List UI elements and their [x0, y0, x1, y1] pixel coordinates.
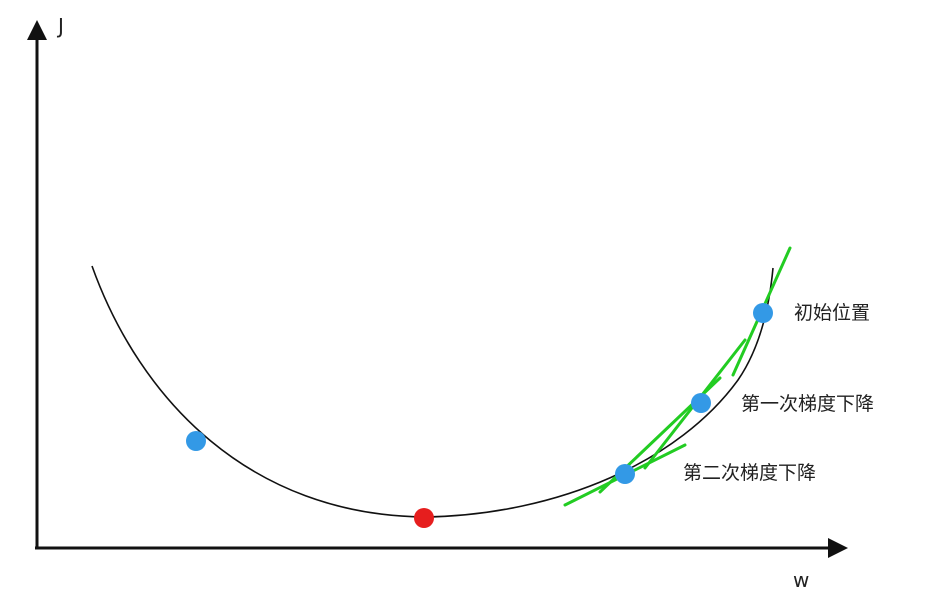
cost-curve [91, 265, 774, 518]
first-step-point [691, 393, 711, 413]
second-step-point [615, 464, 635, 484]
y-axis-arrow-icon [27, 20, 47, 40]
initial-point [753, 303, 773, 323]
minimum-point [414, 508, 434, 528]
first-step-label: 第一次梯度下降 [741, 393, 874, 415]
y-axis-label: J [56, 14, 64, 38]
initial-point-label: 初始位置 [794, 302, 870, 324]
curve-point-left [186, 431, 206, 451]
x-axis-arrow-icon [828, 538, 848, 558]
second-step-label: 第二次梯度下降 [683, 462, 816, 484]
x-axis-label: w [793, 568, 809, 592]
